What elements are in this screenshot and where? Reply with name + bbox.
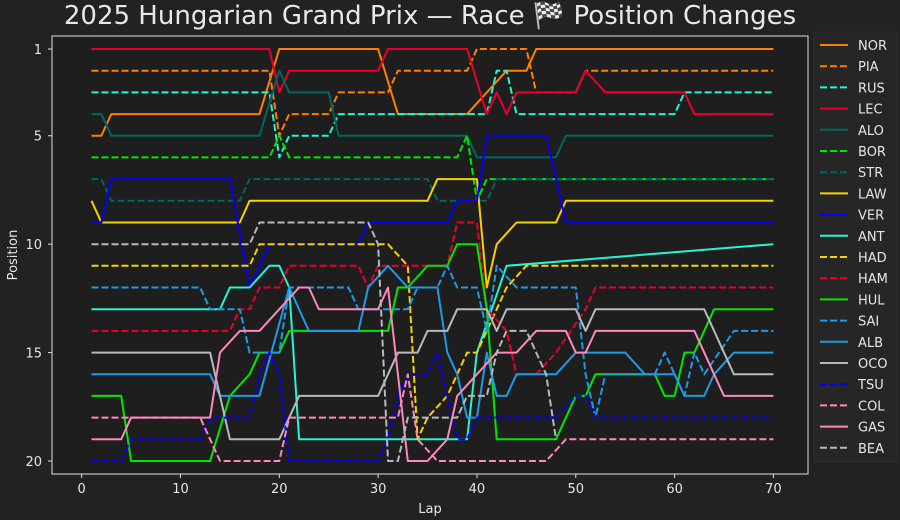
series-lines (90, 48, 774, 462)
series-line-alo (91, 69, 774, 159)
legend-label-lec: LEC (858, 103, 883, 118)
series-line-ver (91, 134, 774, 289)
y-tick-label: 20 (25, 455, 42, 470)
legend-label-str: STR (858, 166, 883, 181)
legend-label-rus: RUS (858, 81, 885, 96)
series-line-gas (91, 286, 774, 462)
x-tick-label: 60 (666, 482, 683, 497)
legend-label-ver: VER (858, 209, 884, 224)
legend-label-alo: ALO (858, 124, 884, 139)
legend-label-gas: GAS (858, 421, 885, 436)
legend-label-alb: ALB (858, 336, 883, 351)
legend: NOR PIA RUS LEC ALO BOR STR LAW VER ANT HAD HAM HUL S… (813, 31, 899, 463)
series-line-col (91, 373, 774, 462)
legend-label-ant: ANT (858, 230, 885, 245)
legend-label-col: COL (858, 399, 885, 414)
legend-label-nor: NOR (858, 39, 887, 54)
legend-label-had: HAD (858, 251, 887, 266)
legend-label-bor: BOR (858, 145, 886, 160)
y-tick-label: 1 (34, 43, 42, 58)
y-tick-label: 5 (34, 130, 42, 145)
series-line-bea (91, 221, 557, 462)
series-line-law (90, 178, 774, 289)
plot-area (51, 35, 809, 475)
legend-label-law: LAW (858, 187, 887, 202)
series-line-rus (91, 69, 774, 159)
x-axis-label: Lap (418, 502, 441, 517)
x-tick-label: 40 (469, 482, 486, 497)
series-line-had (91, 243, 774, 441)
x-tick-label: 0 (78, 482, 86, 497)
series-line-hul (91, 243, 774, 462)
legend-label-bea: BEA (858, 442, 884, 457)
series-line-str (91, 178, 774, 202)
legend-label-pia: PIA (858, 60, 879, 75)
chart-title: 2025 Hungarian Grand Prix — Race 🏁 Posit… (64, 0, 796, 31)
series-line-bor (91, 134, 774, 202)
legend-label-ham: HAM (858, 272, 888, 287)
legend-box (813, 31, 899, 463)
y-tick-label: 10 (25, 238, 42, 253)
legend-label-sai: SAI (858, 315, 879, 330)
y-tick-label: 15 (25, 347, 42, 362)
series-line-pia (91, 48, 774, 137)
legend-label-hul: HUL (858, 293, 885, 308)
x-tick-label: 10 (172, 482, 189, 497)
x-tick-label: 20 (271, 482, 288, 497)
legend-label-oco: OCO (858, 357, 888, 372)
x-tick-label: 30 (370, 482, 387, 497)
series-line-lec (91, 48, 774, 116)
y-axis-label: Position (6, 230, 21, 281)
series-line-ant (91, 243, 774, 441)
x-tick-label: 70 (765, 482, 782, 497)
x-axis-ticks: 0 10 20 30 40 50 60 70 (78, 474, 782, 497)
legend-label-tsu: TSU (857, 378, 884, 393)
x-tick-label: 50 (567, 482, 584, 497)
